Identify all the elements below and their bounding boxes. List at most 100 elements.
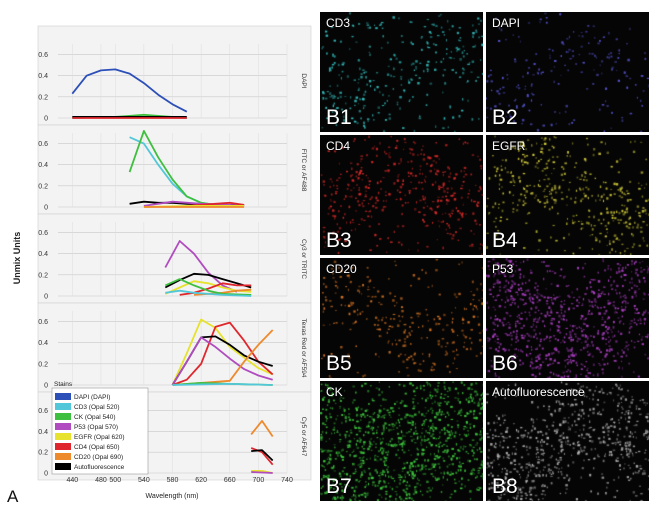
y-tick-label: 0.4	[38, 429, 48, 436]
panel-code: B3	[326, 229, 352, 252]
x-tick-label: 660	[224, 477, 236, 484]
y-tick-label: 0.2	[38, 272, 48, 279]
legend-entry: CD4 (Opal 650)	[74, 444, 120, 451]
y-tick-label: 0.6	[38, 52, 48, 59]
x-tick-label: 540	[138, 477, 150, 484]
legend-entry: DAPI (DAPI)	[74, 394, 110, 401]
legend-title: Stains	[54, 381, 73, 388]
y-tick-label: 0.4	[38, 73, 48, 80]
spectrum-line	[165, 289, 252, 297]
spectrum-line	[186, 201, 245, 207]
legend-entry: P53 (Opal 570)	[74, 424, 118, 431]
y-axis-label: Unmix Units	[12, 232, 22, 285]
spectra-panel: 0 0.2 0.4 0.6 DAPI 0 0.2 0.4 0.6 FITC or AF488 0 0.…	[0, 0, 320, 516]
fluorescence-image	[320, 12, 483, 132]
legend-entry: CK (Opal 540)	[74, 414, 116, 421]
marker-label: EGFR	[492, 139, 526, 153]
panel-code: B6	[492, 352, 518, 375]
marker-label: CD4	[326, 139, 351, 153]
spectrum-line	[172, 321, 274, 386]
legend-entry: CD20 (Opal 690)	[74, 454, 123, 461]
legend-swatch	[55, 453, 71, 460]
y-tick-label: 0.4	[38, 162, 48, 169]
spectrum-line	[164, 272, 252, 289]
spectrum-panel: 0 0.2 0.4 0.6 Texas Red or AF594	[37, 302, 312, 393]
legend-entry: EGFR (Opal 620)	[74, 434, 125, 441]
panel-code: B7	[326, 475, 352, 498]
micrograph-b2: DAPI B2	[486, 12, 649, 132]
y-tick-label: 0.6	[38, 230, 48, 237]
y-tick-label: 0.6	[38, 319, 48, 326]
marker-label: CD3	[326, 16, 351, 30]
legend-swatch	[55, 393, 71, 400]
y-tick-label: 0	[44, 383, 48, 390]
fluorescence-image	[486, 258, 649, 378]
chart-panels: 0 0.2 0.4 0.6 DAPI 0 0.2 0.4 0.6 FITC or AF488 0 0.…	[37, 25, 312, 484]
y-tick-label: 0	[44, 205, 48, 212]
legend-swatch	[55, 463, 71, 470]
panel-background	[37, 124, 312, 215]
micrograph-b5: CD20 B5	[320, 258, 483, 378]
y-tick-label: 0.2	[38, 183, 48, 190]
spectrum-line	[250, 447, 274, 466]
unmix-spectra-chart: 0 0.2 0.4 0.6 DAPI 0 0.2 0.4 0.6 FITC or AF488 0 0.…	[0, 0, 320, 516]
x-tick-label: 500	[109, 477, 121, 484]
spectrum-panel: 0 0.2 0.4 0.6 DAPI	[37, 25, 312, 126]
x-tick-label: 580	[167, 477, 179, 484]
x-tick-label: 440	[66, 477, 78, 484]
filter-label: Cy3 or TRITC	[300, 239, 307, 279]
micrograph-grid: CD3 B1 DAPI B2 CD4 B3 EGFR B4 CD20 B5 P53 B6 CK B7 Aut…	[320, 12, 650, 501]
spectrum-line	[171, 336, 273, 386]
legend-swatch	[55, 433, 71, 440]
spectrum-line	[71, 68, 188, 113]
spectrum-line	[251, 471, 273, 474]
x-tick-label: 740	[281, 477, 293, 484]
y-tick-label: 0.2	[38, 361, 48, 368]
filter-label: Texas Red or AF594	[300, 319, 307, 378]
legend-entry: CD3 (Opal 520)	[74, 404, 120, 411]
x-tick-label: 620	[195, 477, 207, 484]
marker-label: P53	[492, 262, 514, 276]
marker-label: DAPI	[492, 16, 521, 30]
x-tick-label: 700	[253, 477, 265, 484]
spectrum-panel: 0 0.2 0.4 0.6 FITC or AF488	[37, 124, 312, 215]
fluorescence-image	[320, 135, 483, 255]
legend-entry: Autofluorescence	[74, 464, 125, 471]
y-tick-label: 0.6	[38, 141, 48, 148]
spectrum-line	[250, 419, 274, 438]
y-tick-label: 0.4	[38, 340, 48, 347]
y-tick-label: 0.6	[38, 408, 48, 415]
legend-swatch	[55, 413, 71, 420]
marker-label: CD20	[326, 262, 357, 276]
spectrum-line	[251, 449, 274, 462]
filter-label: Cy5 or AF647	[300, 417, 307, 457]
spectrum-line	[172, 382, 273, 386]
fluorescence-image	[320, 381, 483, 501]
panel-code: B8	[492, 475, 518, 498]
spectrum-line	[164, 240, 238, 293]
y-tick-label: 0	[44, 294, 48, 301]
micrograph-b6: P53 B6	[486, 258, 649, 378]
panel-background	[37, 213, 312, 304]
micrograph-b8: Autofluorescence B8	[486, 381, 649, 501]
panel-code: B1	[326, 106, 352, 129]
spectrum-line	[128, 129, 216, 206]
y-tick-label: 0.4	[38, 251, 48, 258]
filter-label: DAPI	[300, 73, 307, 88]
panel-letter-a: A	[7, 487, 19, 506]
micrograph-b7: CK B7	[320, 381, 483, 501]
micrograph-b1: CD3 B1	[320, 12, 483, 132]
x-axis-label: Wavelength (nm)	[145, 493, 198, 500]
spectrum-panel: 0 0.2 0.4 0.6 Cy3 or TRITC	[37, 213, 312, 304]
fluorescence-image	[486, 381, 649, 501]
marker-label: Autofluorescence	[492, 385, 585, 399]
panel-code: B2	[492, 106, 518, 129]
y-tick-label: 0.2	[38, 450, 48, 457]
legend-swatch	[55, 443, 71, 450]
filter-label: FITC or AF488	[300, 149, 307, 192]
marker-label: CK	[326, 385, 343, 399]
y-tick-label: 0.2	[38, 94, 48, 101]
fluorescence-image	[486, 135, 649, 255]
legend-swatch	[55, 423, 71, 430]
